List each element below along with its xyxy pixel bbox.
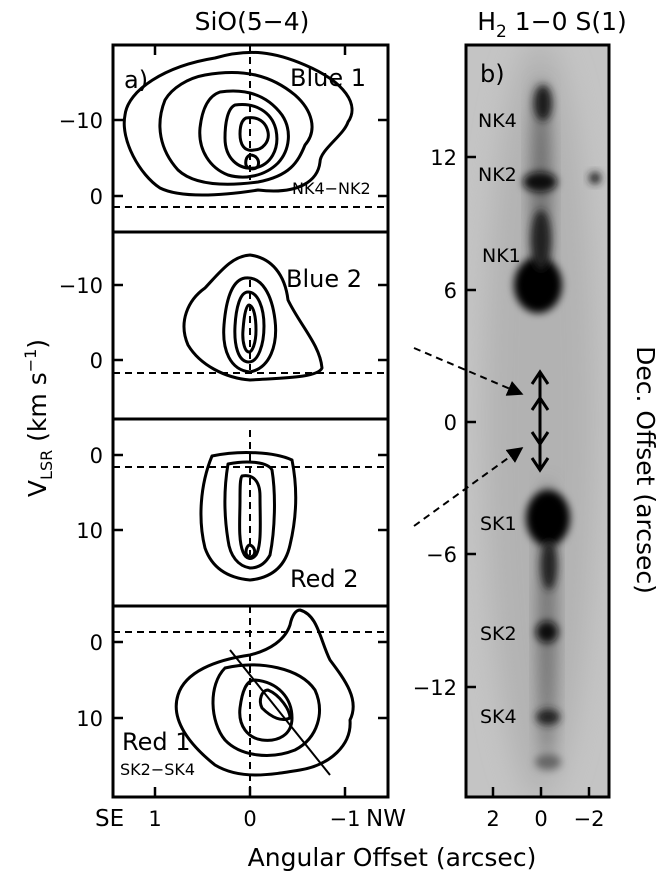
pv-panel-blue-1: a) Blue 1 NK4−NK2 −10 0 — [59, 43, 390, 234]
contour — [223, 460, 276, 570]
x-axis-label: Angular Offset (arcsec) — [248, 843, 537, 872]
y-tick-label: 6 — [444, 279, 457, 303]
knot-label: SK2 — [480, 623, 517, 645]
knot-label: NK2 — [478, 164, 517, 186]
knot-sk1-tail — [541, 540, 557, 590]
nw-label: NW — [366, 806, 406, 832]
contour — [211, 663, 321, 757]
x-tick-label: 0 — [243, 807, 256, 831]
contour — [222, 276, 278, 374]
se-label: SE — [95, 806, 124, 832]
y-tick-label: 10 — [76, 519, 103, 543]
knot-sk2 — [536, 621, 558, 643]
contour — [244, 543, 257, 559]
source-marker-arrow — [530, 431, 550, 447]
pv-panel-red-2: Red 2 0 10 — [76, 417, 390, 608]
x-tick-label: −2 — [574, 807, 605, 831]
knot-label: NK1 — [482, 245, 521, 267]
y-tick-label: 0 — [90, 349, 103, 373]
contour — [158, 71, 314, 186]
knot-label: SK4 — [480, 706, 517, 728]
y-tick-label: 10 — [76, 707, 103, 731]
contour — [238, 678, 294, 742]
pv-panel-blue-2: Blue 2 −10 0 — [59, 230, 390, 421]
x-tick-label: −1 — [330, 807, 361, 831]
right-y-axis-label: Dec. Offset (arcsec) — [631, 346, 660, 594]
contour — [182, 253, 324, 382]
jet-axis-line — [229, 649, 331, 776]
knot-sk4 — [536, 709, 560, 725]
pv-panel-name: Blue 2 — [286, 265, 362, 293]
knot-label: SK1 — [480, 513, 517, 535]
y-tick-label: 12 — [430, 146, 457, 170]
knot-nk1 — [514, 257, 562, 313]
connector-arrow — [413, 347, 524, 396]
contour — [233, 290, 266, 364]
x-tick-label: 1 — [148, 807, 161, 831]
panel-b-title: H2 1−0 S(1) — [477, 7, 627, 42]
pv-panel-sublabel: SK2−SK4 — [120, 760, 195, 779]
contour — [122, 50, 354, 197]
source-marker-arrow — [530, 369, 550, 385]
knot-nk2-side — [589, 172, 601, 184]
source-marker-arrow — [530, 395, 550, 411]
contour — [198, 89, 290, 179]
pv-frame-blue-2 — [111, 230, 390, 421]
contour — [199, 451, 298, 582]
knot-label: NK4 — [478, 110, 517, 132]
pv-panel-name: Blue 1 — [290, 64, 366, 92]
contour — [241, 303, 258, 354]
knot-nk1-tail — [531, 210, 551, 270]
y-tick-label: 0 — [444, 411, 457, 435]
source-marker-arrow — [530, 457, 550, 473]
h2-image-panel: b) NK4 NK2 NK1 SK1 SK2 SK4 12 6 0 −6 −12… — [413, 43, 611, 831]
knot-nk2 — [523, 172, 557, 192]
pv-panel-red-1: Red 1 SK2−SK4 0 10 — [76, 604, 390, 799]
pv-panel-name: Red 1 — [122, 728, 191, 756]
contour — [174, 608, 355, 777]
y-axis-label: VLSR (km s−1) — [21, 339, 56, 497]
y-tick-label: −6 — [426, 543, 457, 567]
contour — [244, 153, 260, 171]
x-tick-label: 2 — [486, 807, 499, 831]
x-tick-label: 0 — [534, 807, 547, 831]
knot-sk1 — [526, 490, 570, 546]
panel-a-label: a) — [124, 66, 148, 94]
y-tick-label: 0 — [90, 444, 103, 468]
contour — [258, 688, 292, 722]
pv-panel-sublabel: NK4−NK2 — [292, 179, 371, 198]
y-tick-label: −10 — [59, 109, 103, 133]
y-tick-label: −12 — [413, 676, 457, 700]
y-tick-label: 0 — [90, 185, 103, 209]
knot-nk4 — [534, 85, 552, 121]
pv-panel-name: Red 2 — [290, 565, 359, 593]
knot-faint — [535, 754, 561, 770]
connector-arrow — [413, 447, 524, 527]
pv-x-axis: SE 1 0 −1 NW — [95, 45, 406, 832]
panel-b-label: b) — [480, 60, 505, 88]
panel-a-title: SiO(5−4) — [195, 7, 310, 36]
contour — [238, 116, 270, 152]
y-tick-label: 0 — [90, 631, 103, 655]
y-tick-label: −10 — [59, 274, 103, 298]
contour — [238, 474, 262, 560]
